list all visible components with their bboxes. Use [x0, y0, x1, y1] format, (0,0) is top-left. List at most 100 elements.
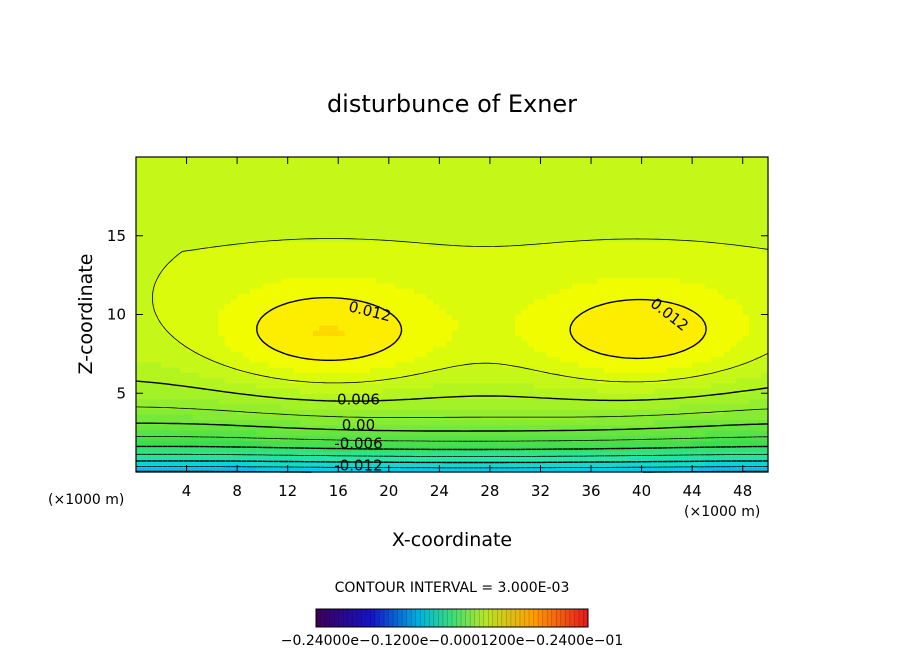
field-cell [496, 256, 504, 263]
field-cell [401, 403, 409, 410]
field-cell [635, 430, 643, 436]
field-cell [426, 235, 434, 242]
field-cell [647, 256, 655, 263]
field-cell [546, 188, 554, 195]
field-cell [148, 430, 156, 436]
field-cell [306, 178, 314, 184]
field-cell [534, 325, 542, 331]
field-cell [268, 451, 276, 457]
field-cell [578, 204, 586, 211]
field-cell [477, 451, 485, 457]
field-cell [312, 214, 320, 221]
field-cell [616, 162, 624, 169]
field-cell [439, 204, 447, 211]
field-cell [344, 346, 352, 352]
field-cell [641, 466, 649, 473]
field-cell [515, 293, 523, 300]
field-cell [369, 309, 377, 316]
field-cell [287, 440, 295, 447]
field-cell [433, 403, 440, 410]
field-cell [496, 235, 504, 242]
field-cell [508, 377, 516, 384]
field-cell [243, 440, 251, 447]
field-cell [167, 419, 175, 426]
field-cell [591, 388, 598, 394]
field-cell [654, 403, 662, 410]
field-cell [603, 309, 611, 316]
field-cell [565, 372, 573, 379]
field-cell [628, 330, 636, 337]
field-cell [439, 256, 447, 263]
field-cell [584, 167, 592, 174]
field-cell [559, 372, 567, 379]
field-cell [445, 319, 453, 326]
field-cell [369, 162, 377, 169]
field-cell [527, 340, 535, 347]
field-cell [357, 277, 365, 284]
field-cell [610, 304, 617, 310]
field-cell [635, 382, 643, 389]
field-cell [540, 456, 548, 463]
field-cell [603, 335, 611, 342]
field-cell [654, 235, 662, 242]
field-cell [192, 304, 200, 310]
field-cell [426, 256, 434, 263]
field-cell [452, 262, 459, 268]
field-cell [527, 377, 535, 384]
field-cell [641, 377, 649, 384]
field-cell [243, 267, 251, 274]
field-cell [452, 272, 459, 279]
field-cell [167, 466, 175, 473]
field-cell [572, 178, 579, 184]
field-cell [628, 267, 636, 274]
field-cell [578, 267, 586, 274]
field-cell [136, 277, 143, 284]
field-cell [628, 183, 636, 190]
field-cell [426, 293, 434, 300]
field-cell [173, 335, 181, 342]
field-cell [445, 372, 453, 379]
field-cell [154, 293, 162, 300]
field-cell [452, 288, 459, 295]
field-cell [268, 325, 276, 331]
field-cell [496, 398, 504, 405]
field-cell [426, 335, 434, 342]
field-cell [496, 183, 504, 190]
field-cell [477, 188, 485, 195]
field-cell [249, 340, 257, 347]
field-cell [148, 162, 156, 169]
field-cell [508, 424, 516, 431]
field-cell [287, 403, 295, 410]
field-cell [369, 367, 377, 373]
field-cell [268, 188, 276, 195]
field-cell [546, 335, 554, 342]
field-cell [572, 335, 579, 342]
field-cell [262, 466, 270, 473]
field-cell [388, 377, 396, 384]
field-cell [136, 230, 143, 237]
field-cell [294, 403, 301, 410]
field-cell [407, 251, 415, 258]
field-cell [546, 330, 554, 337]
field-cell [515, 172, 523, 179]
field-cell [281, 225, 289, 232]
field-cell [161, 272, 169, 279]
field-cell [407, 356, 415, 363]
field-cell [230, 256, 238, 263]
field-cell [376, 241, 384, 247]
field-cell [300, 304, 308, 310]
field-cell [357, 367, 365, 373]
field-cell [610, 351, 617, 358]
field-cell [496, 214, 504, 221]
field-cell [287, 209, 295, 216]
field-cell [584, 330, 592, 337]
field-cell [407, 424, 415, 431]
field-cell [483, 262, 491, 268]
field-cell [199, 367, 207, 373]
field-cell [376, 183, 384, 190]
field-cell [287, 398, 295, 405]
field-cell [199, 361, 207, 368]
field-cell [452, 277, 459, 284]
field-cell [281, 293, 289, 300]
field-cell [527, 356, 535, 363]
